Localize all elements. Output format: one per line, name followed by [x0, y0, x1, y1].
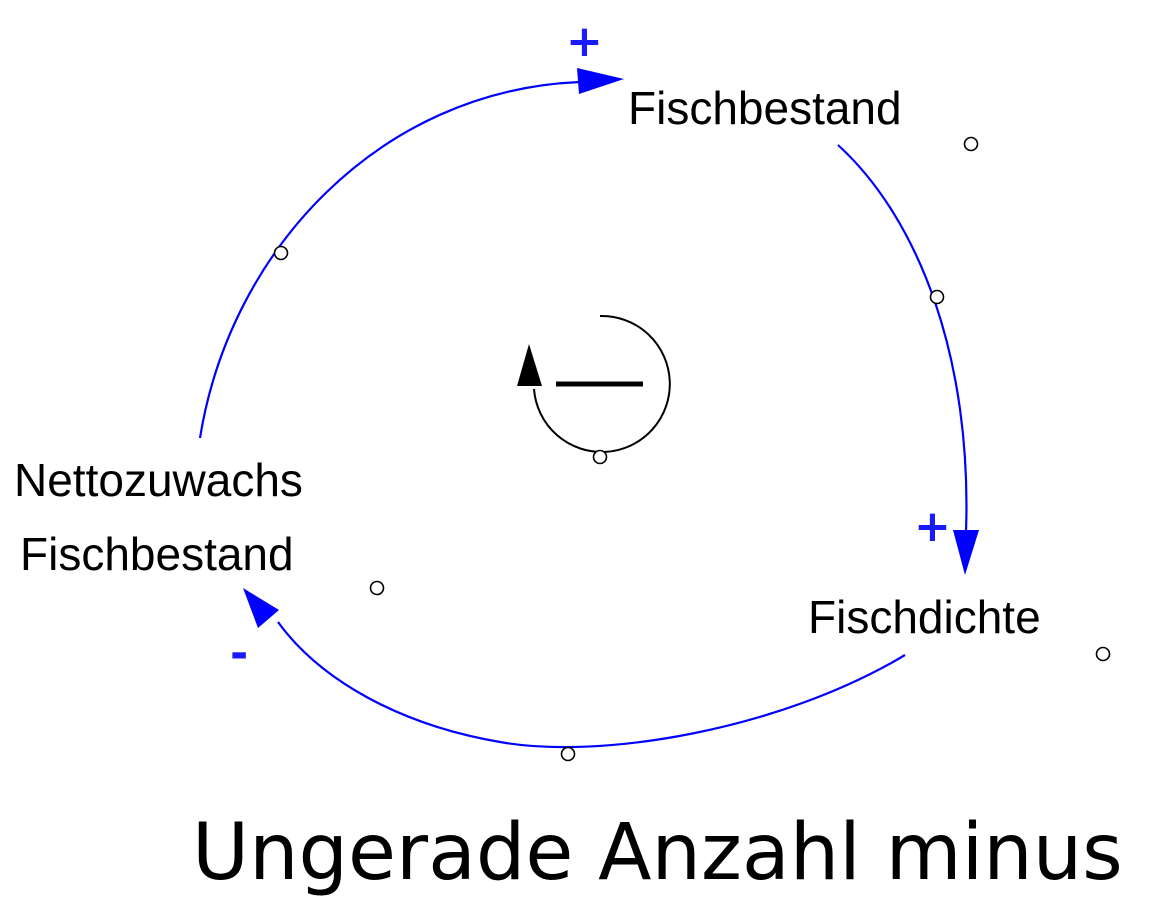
- link-handle-right[interactable]: [929, 289, 945, 305]
- caption: Ungerade Anzahl minus: [192, 808, 1123, 898]
- link-nettozuwachs-to-fischbestand[interactable]: [198, 80, 581, 439]
- link-handle-top[interactable]: [273, 245, 289, 261]
- node-fischdichte[interactable]: Fischdichte: [808, 591, 1041, 643]
- node-handle-fischdichte[interactable]: [1095, 646, 1111, 662]
- loop-marker-arrowhead: [517, 344, 542, 386]
- link-fischdichte-to-nettozuwachs[interactable]: [277, 621, 906, 749]
- node-nettozuwachs-line2[interactable]: Fischbestand: [20, 528, 294, 580]
- polarity-plus-top: +: [566, 16, 603, 67]
- node-handle-fischbestand[interactable]: [963, 136, 979, 152]
- node-nettozuwachs-line1[interactable]: Nettozuwachs: [14, 454, 303, 506]
- arrowhead-fischdichte: [953, 530, 979, 575]
- loop-marker-arc: [533, 314, 671, 453]
- polarity-minus-bottom: -: [230, 628, 248, 679]
- loop-marker-handle[interactable]: [592, 449, 608, 465]
- polarity-plus-right: +: [914, 501, 951, 552]
- link-handle-bottom[interactable]: [560, 746, 576, 762]
- arrowhead-nettozuwachs: [243, 588, 279, 628]
- arrowhead-fischbestand: [577, 68, 624, 94]
- node-handle-nettozuwachs[interactable]: [369, 580, 385, 596]
- link-fischbestand-to-fischdichte[interactable]: [837, 144, 968, 533]
- node-fischbestand[interactable]: Fischbestand: [628, 82, 902, 134]
